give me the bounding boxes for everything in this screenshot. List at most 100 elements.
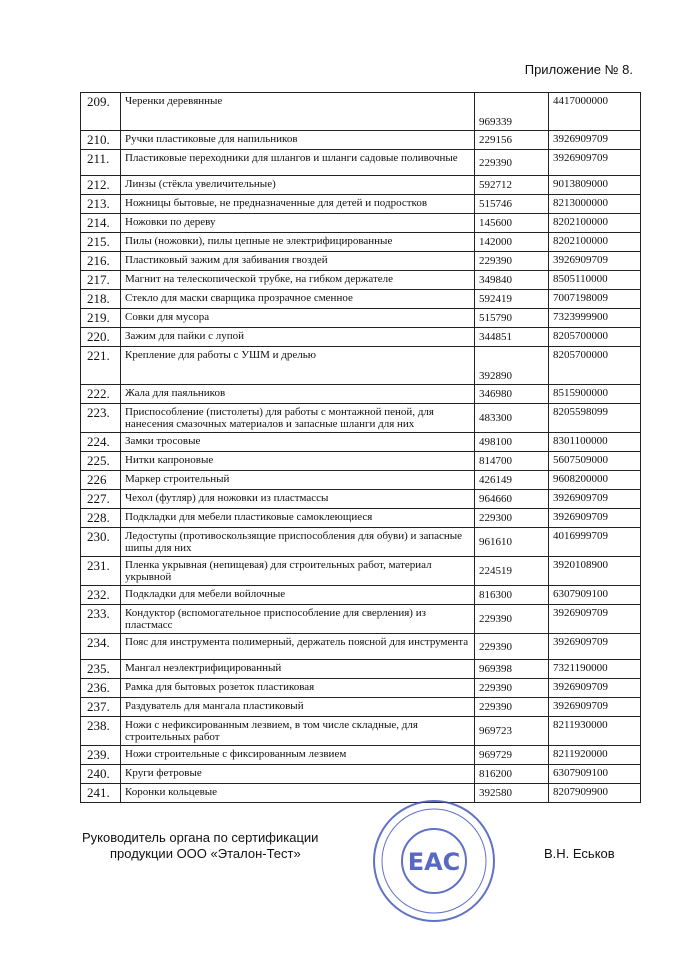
appendix-title: Приложение № 8. [524, 62, 633, 77]
stamp-mark: EAC [408, 848, 461, 876]
row-number: 233. [80, 604, 121, 634]
product-table: 209. Черенки деревянные 969339 4417000000 21… [80, 92, 641, 803]
product-code: 969398 [474, 659, 549, 679]
product-name: Пластиковые переходники для шлангов и шл… [120, 149, 475, 176]
tnved-code: 8211920000 [548, 745, 641, 765]
product-name: Рамка для бытовых розеток пластиковая [120, 678, 475, 698]
signer-name: В.Н. Еськов [544, 846, 615, 861]
product-code: 145600 [474, 213, 549, 233]
tnved-code: 3926909709 [548, 604, 641, 634]
row-number: 210. [80, 130, 121, 150]
product-name: Черенки деревянные [120, 92, 475, 131]
product-name: Подкладки для мебели войлочные [120, 585, 475, 605]
product-code: 229390 [474, 678, 549, 698]
table-row: 209. Черенки деревянные 969339 4417000000 [80, 92, 641, 131]
table-row: 215. Пилы (ножовки), пилы цепные не элект… [80, 232, 641, 252]
row-number: 211. [80, 149, 121, 176]
product-code: 142000 [474, 232, 549, 252]
product-code: 426149 [474, 470, 549, 490]
tnved-code: 8202100000 [548, 213, 641, 233]
product-code: 515790 [474, 308, 549, 328]
product-name: Нитки капроновые [120, 451, 475, 471]
product-code: 816200 [474, 764, 549, 784]
table-row: 228. Подкладки для мебели пластиковые сам… [80, 508, 641, 528]
table-row: 212. Линзы (стёкла увеличительные) 592712 9… [80, 175, 641, 195]
row-number: 223. [80, 403, 121, 433]
table-row: 231. Пленка укрывная (непищевая) для стро… [80, 556, 641, 586]
product-name: Маркер строительный [120, 470, 475, 490]
product-name: Раздуватель для мангала пластиковый [120, 697, 475, 717]
table-row: 236. Рамка для бытовых розеток пластикова… [80, 678, 641, 698]
product-code: 483300 [474, 403, 549, 433]
row-number: 212. [80, 175, 121, 195]
row-number: 226 [80, 470, 121, 490]
tnved-code: 8205598099 [548, 403, 641, 433]
row-number: 215. [80, 232, 121, 252]
table-row: 210. Ручки пластиковые для напильников 229… [80, 130, 641, 150]
product-name: Линзы (стёкла увеличительные) [120, 175, 475, 195]
product-name: Крепление для работы с УШМ и дрелью [120, 346, 475, 385]
product-code: 344851 [474, 327, 549, 347]
row-number: 238. [80, 716, 121, 746]
tnved-code: 8213000000 [548, 194, 641, 214]
tnved-code: 8205700000 [548, 346, 641, 385]
product-code: 229390 [474, 604, 549, 634]
product-code: 964660 [474, 489, 549, 509]
tnved-code: 8301100000 [548, 432, 641, 452]
product-code: 392890 [474, 346, 549, 385]
table-row: 233. Кондуктор (вспомогательное приспособ… [80, 604, 641, 634]
table-row: 218. Стекло для маски сварщика прозрачное… [80, 289, 641, 309]
tnved-code: 3926909709 [548, 149, 641, 176]
tnved-code: 8202100000 [548, 232, 641, 252]
row-number: 228. [80, 508, 121, 528]
tnved-code: 6307909100 [548, 585, 641, 605]
row-number: 237. [80, 697, 121, 717]
table-row: 213. Ножницы бытовые, не предназначенные … [80, 194, 641, 214]
table-row: 235. Мангал неэлектрифицированный 969398 73… [80, 659, 641, 679]
row-number: 221. [80, 346, 121, 385]
product-name: Подкладки для мебели пластиковые самокле… [120, 508, 475, 528]
tnved-code: 7323999900 [548, 308, 641, 328]
tnved-code: 3920108900 [548, 556, 641, 586]
product-name: Пояс для инструмента полимерный, держате… [120, 633, 475, 660]
product-name: Стекло для маски сварщика прозрачное сме… [120, 289, 475, 309]
row-number: 216. [80, 251, 121, 271]
row-number: 241. [80, 783, 121, 803]
table-row: 234. Пояс для инструмента полимерный, дер… [80, 633, 641, 660]
row-number: 220. [80, 327, 121, 347]
tnved-code: 7321190000 [548, 659, 641, 679]
row-number: 240. [80, 764, 121, 784]
product-name: Коронки кольцевые [120, 783, 475, 803]
table-row: 224. Замки тросовые 498100 8301100000 [80, 432, 641, 452]
tnved-code: 3926909709 [548, 633, 641, 660]
product-name: Круги фетровые [120, 764, 475, 784]
row-number: 209. [80, 92, 121, 131]
tnved-code: 3926909709 [548, 130, 641, 150]
row-number: 239. [80, 745, 121, 765]
product-name: Пластиковый зажим для забивания гвоздей [120, 251, 475, 271]
row-number: 217. [80, 270, 121, 290]
table-row: 220. Зажим для пайки с лупой 344851 8205700… [80, 327, 641, 347]
table-row: 237. Раздуватель для мангала пластиковый 2… [80, 697, 641, 717]
product-code: 592712 [474, 175, 549, 195]
row-number: 230. [80, 527, 121, 557]
tnved-code: 3926909709 [548, 697, 641, 717]
tnved-code: 9608200000 [548, 470, 641, 490]
product-code: 224519 [474, 556, 549, 586]
table-row: 223. Приспособление (пистолеты) для работ… [80, 403, 641, 433]
product-code: 498100 [474, 432, 549, 452]
product-code: 346980 [474, 384, 549, 404]
tnved-code: 8207909900 [548, 783, 641, 803]
tnved-code: 3926909709 [548, 678, 641, 698]
row-number: 219. [80, 308, 121, 328]
product-code: 814700 [474, 451, 549, 471]
signer-position: Руководитель органа по сертификации [82, 830, 319, 845]
row-number: 224. [80, 432, 121, 452]
product-name: Совки для мусора [120, 308, 475, 328]
product-code: 969339 [474, 92, 549, 131]
product-name: Чехол (футляр) для ножовки из пластмассы [120, 489, 475, 509]
product-name: Ножовки по дереву [120, 213, 475, 233]
row-number: 231. [80, 556, 121, 586]
row-number: 222. [80, 384, 121, 404]
